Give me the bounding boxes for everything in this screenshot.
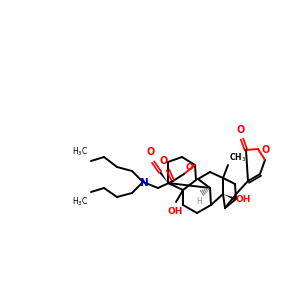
Text: O: O [160,156,168,166]
Text: H$_3$C: H$_3$C [72,195,88,208]
Polygon shape [159,171,168,183]
Text: OH: OH [236,196,251,205]
Text: H$_3$C: H$_3$C [72,146,88,158]
Text: O: O [186,163,194,172]
Polygon shape [223,194,236,200]
Text: N: N [140,178,148,188]
Text: H: H [196,197,202,206]
Text: CH$_3$: CH$_3$ [229,152,246,164]
Text: O: O [237,125,245,135]
Text: O: O [147,147,155,157]
Text: OH: OH [167,207,183,216]
Text: O: O [262,145,270,155]
